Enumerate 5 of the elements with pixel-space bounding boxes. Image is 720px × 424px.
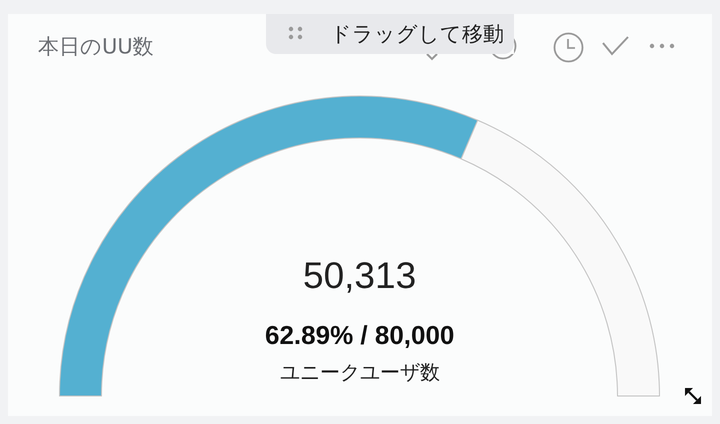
chart-title: 本日のUU数: [38, 34, 154, 58]
text: 62.89% / 80,000: [265, 320, 454, 350]
text: ユニークユーザ数: [280, 360, 440, 384]
text: 50,313: [303, 255, 416, 296]
text: ドラッグして移動: [330, 21, 504, 48]
